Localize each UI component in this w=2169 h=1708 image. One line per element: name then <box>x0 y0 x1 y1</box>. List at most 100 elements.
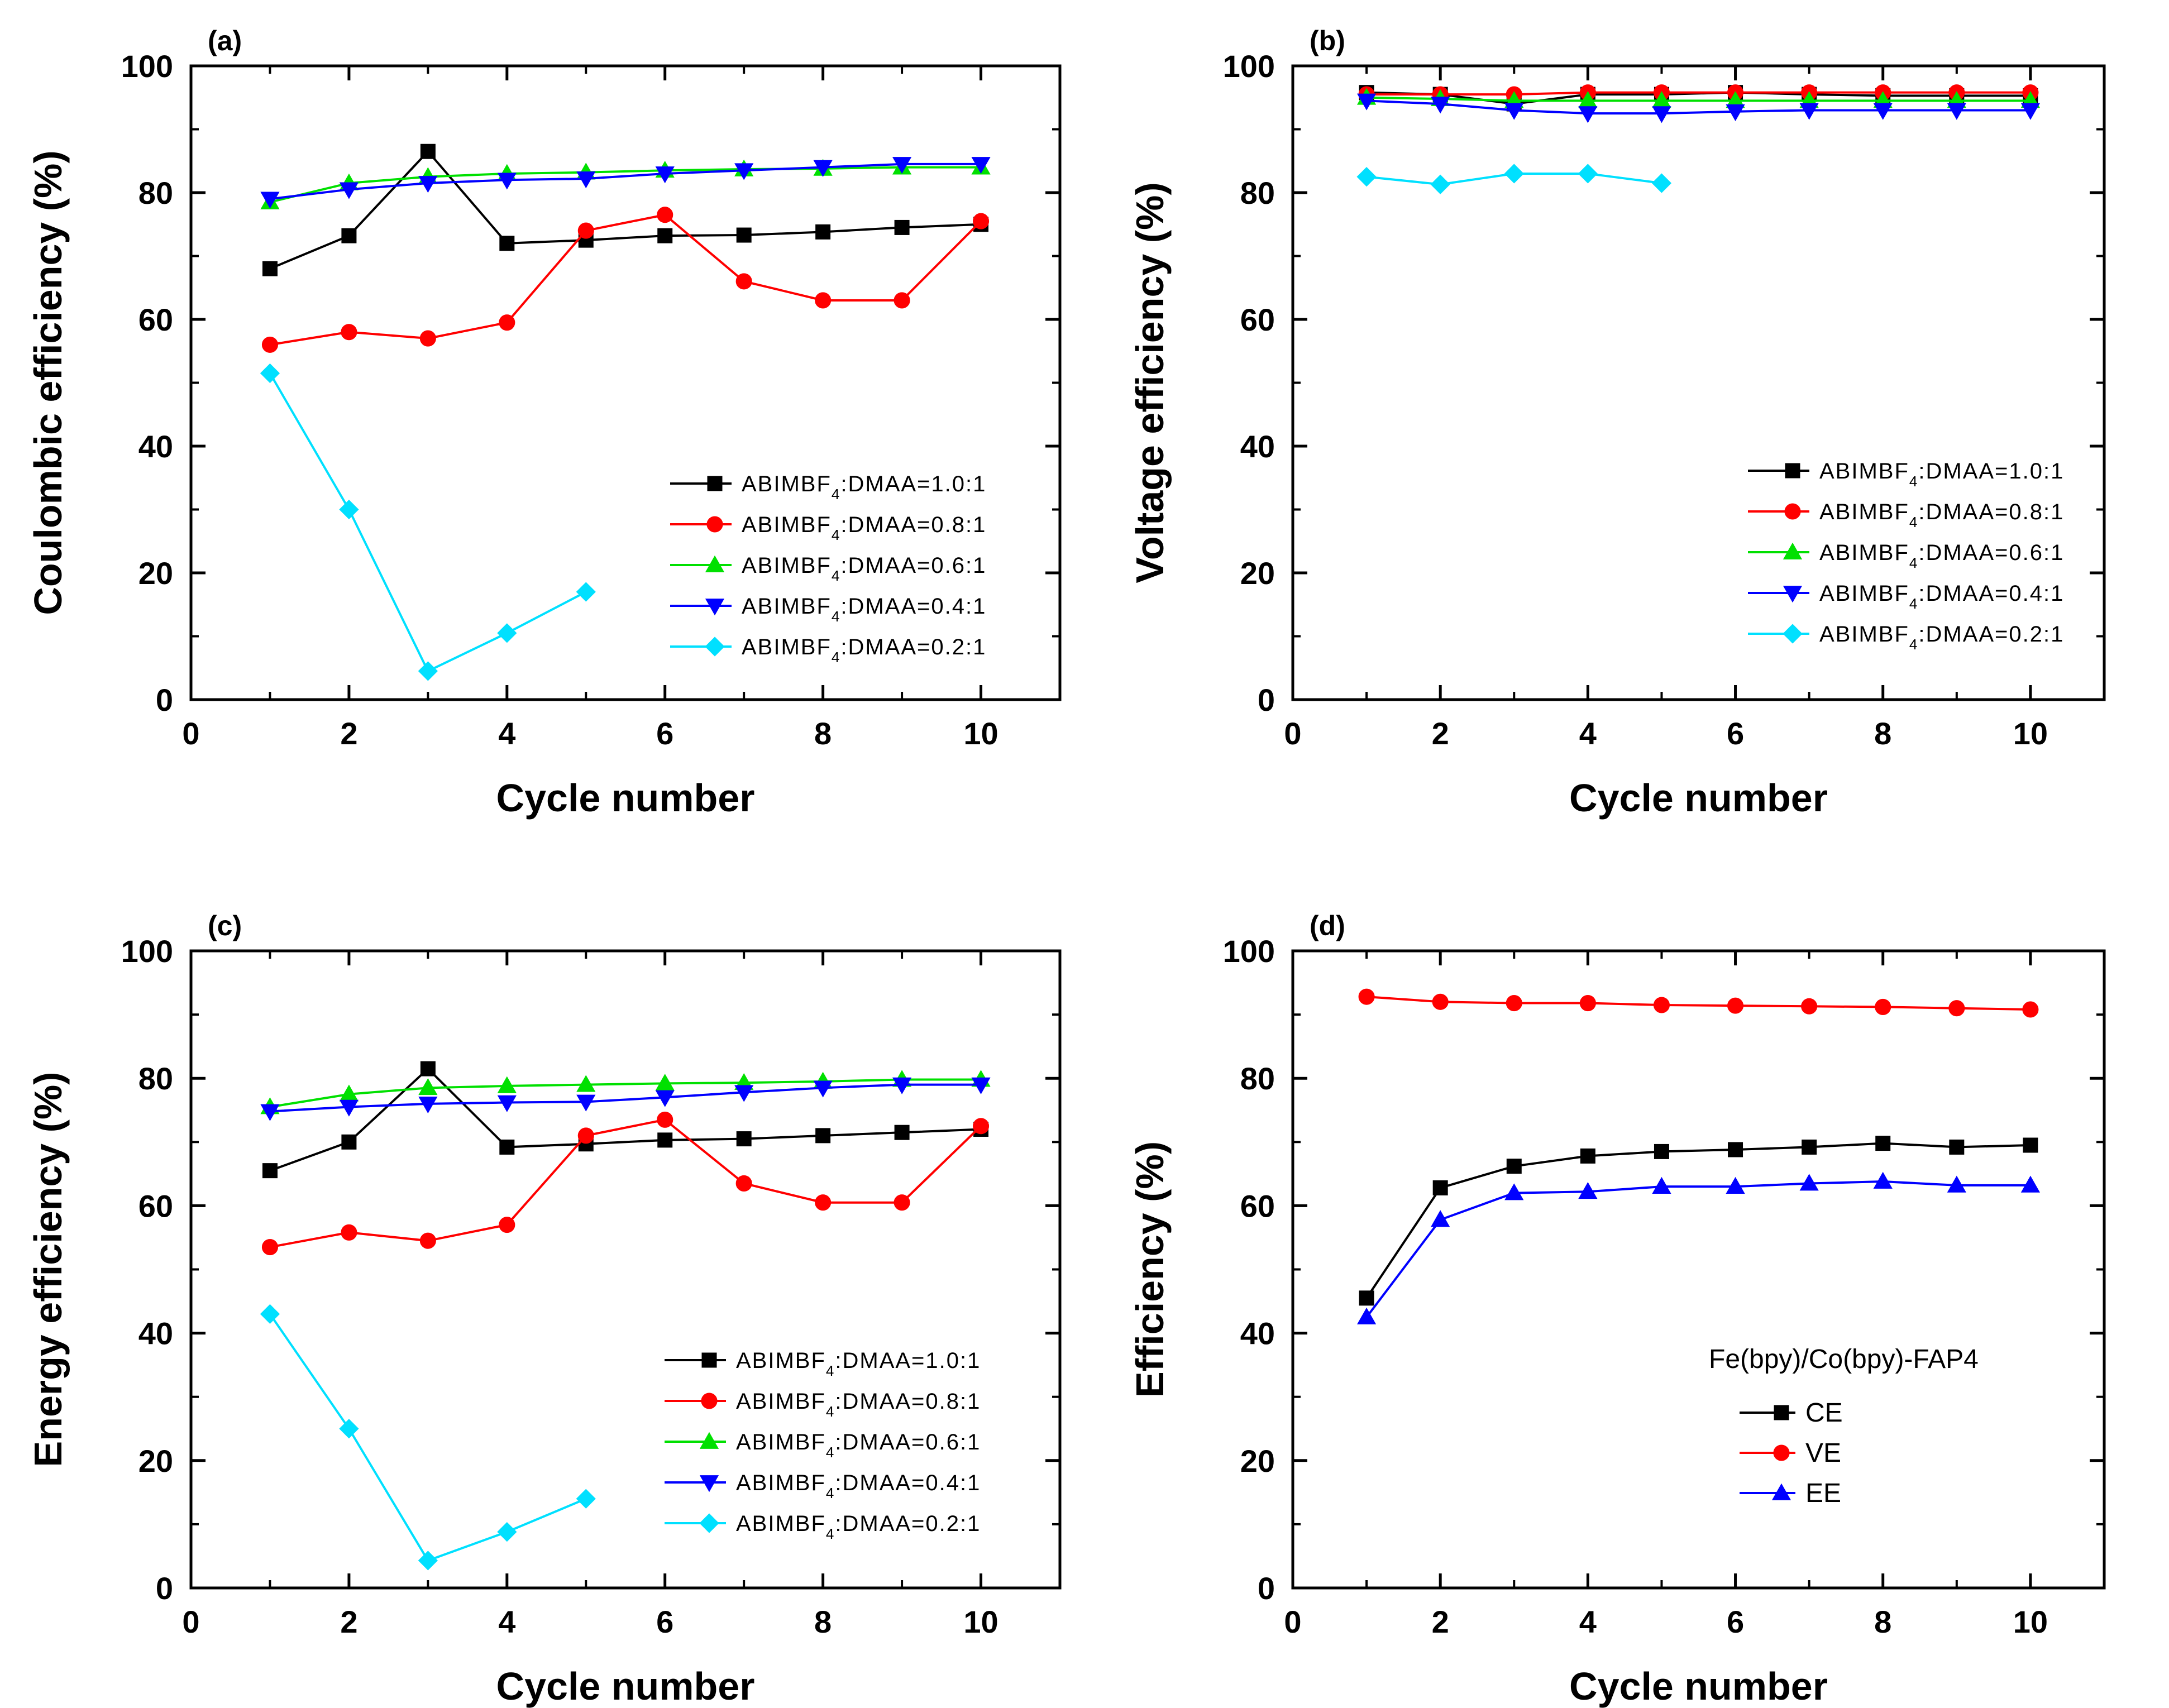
data-point <box>577 1127 594 1144</box>
y-tick-label: 60 <box>1240 302 1275 337</box>
data-point <box>1947 1175 1966 1193</box>
data-point <box>418 661 438 681</box>
data-point <box>262 261 278 276</box>
y-tick-label: 20 <box>1240 556 1275 591</box>
x-tick-label: 2 <box>1432 1604 1449 1639</box>
series-line <box>269 166 981 203</box>
series-3 <box>260 1077 991 1121</box>
x-axis-title: Cycle number <box>1569 776 1828 820</box>
data-point <box>815 224 831 240</box>
data-point <box>1653 997 1670 1013</box>
data-point <box>1728 1142 1743 1157</box>
legend-marker <box>1783 624 1803 644</box>
data-point <box>657 1132 673 1148</box>
data-point <box>655 166 675 184</box>
y-tick-label: 0 <box>1258 1571 1275 1606</box>
data-point <box>2020 103 2041 120</box>
legend-marker <box>699 1432 719 1449</box>
data-point <box>655 1090 675 1107</box>
data-point <box>497 173 517 190</box>
data-point <box>2023 1137 2038 1153</box>
y-tick-label: 20 <box>138 556 173 591</box>
x-tick-label: 10 <box>963 1604 998 1639</box>
legend-marker <box>699 1475 719 1492</box>
data-point <box>973 213 990 229</box>
data-point <box>1578 1182 1598 1199</box>
series-line <box>1367 91 2031 96</box>
y-tick-label: 20 <box>138 1443 173 1479</box>
x-tick-label: 8 <box>814 1604 832 1639</box>
y-tick-label: 80 <box>1240 1061 1275 1096</box>
data-point <box>971 1077 991 1094</box>
legend-label: ABIMBF4:DMAA=0.8:1 <box>736 1389 981 1420</box>
data-point <box>734 163 754 180</box>
x-tick-label: 4 <box>498 1604 515 1639</box>
data-point <box>1873 103 1893 120</box>
data-point <box>657 1111 673 1128</box>
y-tick-label: 40 <box>138 1316 173 1351</box>
x-axis-title: Cycle number <box>496 1664 755 1708</box>
series-line <box>270 1118 982 1248</box>
legend-label: ABIMBF4:DMAA=1.0:1 <box>1819 459 2064 490</box>
legend-title: Fe(bpy)/Co(bpy)-FAP4 <box>1709 1345 1979 1374</box>
data-point <box>815 1194 832 1211</box>
y-tick-label: 60 <box>1240 1188 1275 1223</box>
data-point <box>1726 104 1745 121</box>
data-point <box>576 1489 596 1509</box>
series-line <box>1367 99 2031 115</box>
data-point <box>260 192 280 209</box>
x-tick-label: 4 <box>1579 1604 1597 1639</box>
data-point <box>894 1194 910 1211</box>
series-4 <box>260 1304 596 1571</box>
series-2 <box>260 1070 991 1114</box>
legend-label: ABIMBF4:DMAA=0.8:1 <box>1819 500 2064 530</box>
data-point <box>1359 1290 1374 1306</box>
data-point <box>2022 1001 2039 1018</box>
data-point <box>418 1096 438 1114</box>
series-0 <box>1359 85 2038 112</box>
data-point <box>815 1128 831 1144</box>
legend-label: ABIMBF4:DMAA=0.4:1 <box>742 594 986 625</box>
legend-marker <box>705 599 725 616</box>
data-point <box>497 1095 517 1112</box>
x-tick-label: 8 <box>814 716 832 751</box>
y-tick-label: 0 <box>1258 682 1275 717</box>
legend-label: EE <box>1805 1479 1841 1508</box>
data-point <box>260 363 280 384</box>
x-tick-label: 2 <box>340 1604 357 1639</box>
data-point <box>499 1217 515 1233</box>
data-point <box>420 143 436 159</box>
legend-marker <box>1771 1483 1791 1500</box>
data-point <box>971 157 991 174</box>
data-point <box>1430 174 1450 194</box>
x-tick-label: 6 <box>1727 716 1744 751</box>
data-point <box>341 324 357 341</box>
series-0 <box>262 1061 989 1179</box>
y-axis-title: Energy efficiency (%) <box>26 1072 70 1467</box>
data-point <box>341 1134 357 1150</box>
legend-marker <box>705 555 725 572</box>
data-point <box>1801 998 1818 1015</box>
data-point <box>1654 1144 1669 1159</box>
series-1 <box>261 207 990 353</box>
data-point <box>418 1078 438 1095</box>
data-point <box>339 499 359 520</box>
data-point <box>892 157 912 174</box>
legend-marker <box>707 476 723 491</box>
series-line <box>1365 1180 2031 1318</box>
data-point <box>657 228 673 243</box>
legend-label: ABIMBF4:DMAA=0.6:1 <box>1819 540 2064 571</box>
data-point <box>419 1232 436 1249</box>
data-point <box>1875 1136 1891 1151</box>
plot-frame <box>1291 949 2106 1590</box>
legend-label: ABIMBF4:DMAA=1.0:1 <box>736 1348 981 1379</box>
data-point <box>1799 103 1819 120</box>
legend: ABIMBF4:DMAA=1.0:1 ABIMBF4:DMAA=0.8:1 ABIM… <box>665 1348 981 1542</box>
y-tick-label: 100 <box>1223 49 1275 84</box>
data-point <box>1651 173 1672 193</box>
data-point <box>1578 106 1598 123</box>
data-point <box>339 182 359 199</box>
series-line <box>270 1083 981 1113</box>
